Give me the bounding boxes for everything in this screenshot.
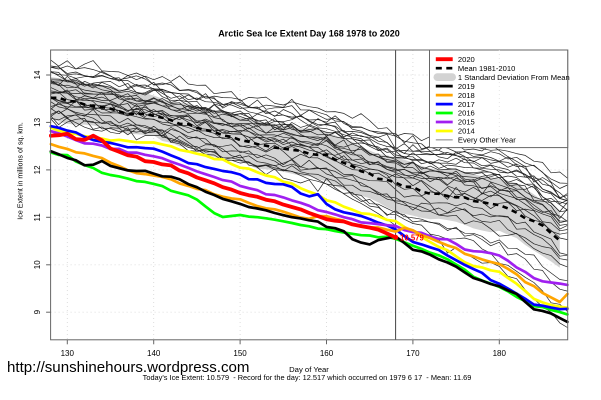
svg-text:2016: 2016: [458, 109, 475, 118]
svg-text:2017: 2017: [458, 100, 475, 109]
svg-text:2020: 2020: [458, 55, 475, 64]
svg-text:13: 13: [33, 117, 42, 126]
svg-text:10.579: 10.579: [400, 234, 425, 243]
svg-text:150: 150: [233, 349, 247, 358]
svg-text:180: 180: [493, 349, 507, 358]
svg-text:9: 9: [33, 309, 42, 314]
svg-text:170: 170: [406, 349, 420, 358]
svg-text:10: 10: [33, 260, 42, 269]
svg-text:2014: 2014: [458, 127, 475, 136]
svg-text:2019: 2019: [458, 82, 475, 91]
svg-text:Arctic Sea Ice Extent Day 168: Arctic Sea Ice Extent Day 168 1978 to 20…: [218, 29, 400, 39]
svg-text:Mean 1981-2010: Mean 1981-2010: [458, 64, 515, 73]
svg-text:160: 160: [320, 349, 334, 358]
svg-text:Day of Year: Day of Year: [289, 365, 329, 374]
svg-text:Ice Extent in millions of sq.: Ice Extent in millions of sq. km.: [16, 122, 24, 219]
svg-text:14: 14: [33, 70, 42, 79]
svg-text:130: 130: [61, 349, 75, 358]
svg-text:11: 11: [33, 213, 42, 222]
svg-text:Every Other Year: Every Other Year: [458, 136, 516, 145]
svg-text:12: 12: [33, 165, 42, 174]
svg-text:2015: 2015: [458, 118, 475, 127]
svg-text:140: 140: [147, 349, 161, 358]
svg-text:1 Standard Deviation From Mean: 1 Standard Deviation From Mean: [458, 73, 570, 82]
svg-text:2018: 2018: [458, 91, 475, 100]
